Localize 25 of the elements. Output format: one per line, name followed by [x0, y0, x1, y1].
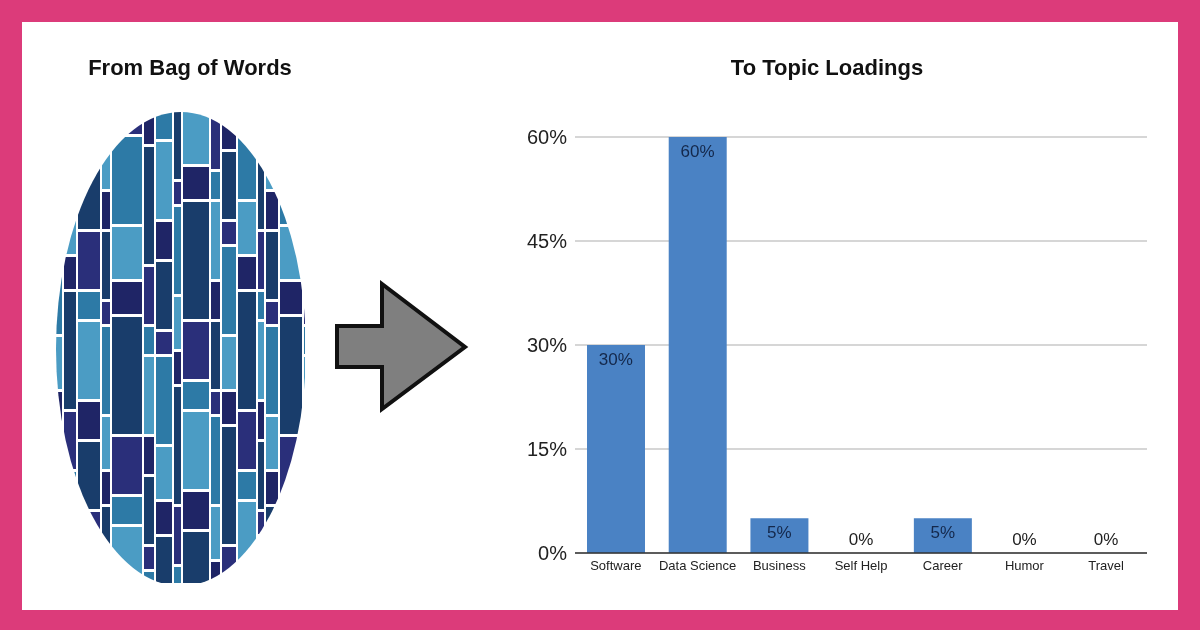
y-tick-label: 15% — [526, 438, 568, 461]
bar — [668, 137, 727, 553]
bar — [913, 518, 972, 553]
x-tick-label: Humor — [1004, 558, 1045, 574]
data-label: 0% — [848, 530, 874, 549]
y-tick-label: 0% — [538, 542, 568, 565]
x-tick-label: Data Science — [658, 558, 737, 574]
data-label: 60% — [680, 142, 715, 161]
data-label: 0% — [1093, 530, 1119, 549]
data-label: 5% — [767, 523, 792, 543]
x-tick-label: Travel — [1088, 558, 1125, 574]
y-tick-label: 45% — [526, 230, 568, 253]
y-tick-label: 60% — [526, 126, 568, 149]
x-tick-label: Business — [752, 558, 807, 574]
y-tick-label: 30% — [526, 334, 568, 357]
data-label: 5% — [930, 523, 955, 543]
x-tick-label: Software — [590, 558, 642, 574]
data-label: 0% — [1012, 530, 1037, 549]
chart-title: To Topic Loadings — [729, 55, 925, 81]
data-label: 30% — [598, 350, 633, 369]
x-tick-label: Career — [922, 558, 964, 574]
text: From Bag of Words — [87, 55, 293, 81]
bar — [750, 518, 809, 553]
x-tick-label: Self Help — [834, 558, 888, 574]
bar — [587, 345, 645, 553]
